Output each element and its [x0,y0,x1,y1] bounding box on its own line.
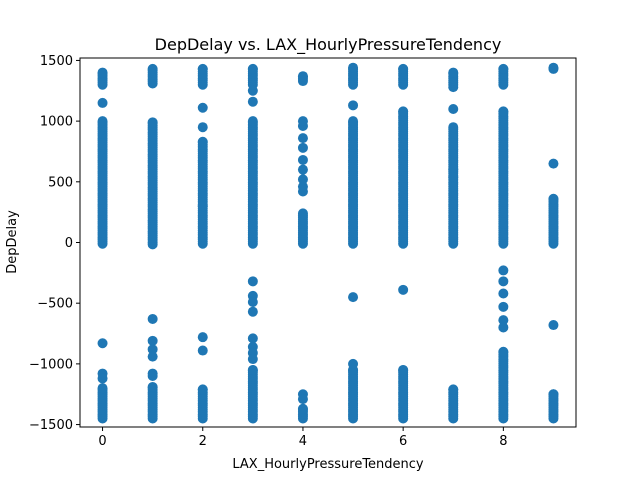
y-tick-label: 1000 [40,115,73,130]
data-point [398,284,409,295]
data-point [548,320,559,331]
y-tick-label: 1500 [40,54,73,69]
data-point [348,62,359,73]
data-point [548,389,559,400]
data-point [348,116,359,127]
x-tick-label: 4 [299,434,307,449]
data-point [197,345,208,356]
data-points [97,62,559,424]
data-point [297,164,308,175]
data-point [247,364,258,375]
data-point [348,358,359,369]
y-tick-label: 500 [48,175,73,190]
data-point [97,383,108,394]
data-point [498,301,509,312]
data-point [197,102,208,113]
data-point [247,63,258,74]
data-point [348,100,359,111]
data-point [247,354,258,365]
data-point [147,117,158,128]
data-point [247,276,258,287]
data-point [548,158,559,169]
data-point [147,335,158,346]
data-point [297,71,308,82]
data-point [197,332,208,343]
x-axis-ticks: 0 2 4 6 8 [98,427,507,449]
data-point [398,364,409,375]
data-point [147,351,158,362]
data-point [297,116,308,127]
data-point [498,106,509,117]
data-point [348,292,359,303]
data-point [197,136,208,147]
data-point [297,208,308,219]
data-point [448,122,459,133]
data-point [498,265,509,276]
data-point [448,164,459,175]
data-point [247,333,258,344]
data-point [297,133,308,144]
x-tick-label: 6 [399,434,407,449]
x-tick-label: 0 [98,434,106,449]
data-point [147,381,158,392]
x-tick-label: 8 [499,434,507,449]
data-point [448,171,459,182]
data-point [548,62,559,73]
data-point [247,85,258,96]
data-point [97,338,108,349]
data-point [247,96,258,107]
data-point [498,322,509,333]
x-tick-label: 2 [199,434,207,449]
data-point [498,346,509,357]
data-point [247,296,258,307]
data-point [247,306,258,317]
data-point [247,116,258,127]
data-point [297,181,308,192]
data-point [498,288,509,299]
y-tick-label: −500 [37,297,73,312]
x-axis-label: LAX_HourlyPressureTendency [232,457,424,472]
data-point [97,67,108,78]
data-point [448,384,459,395]
data-point [498,63,509,74]
data-point [297,142,308,153]
data-point [448,67,459,78]
data-point [97,97,108,108]
data-point [297,174,308,185]
data-point [147,344,158,355]
data-point [297,403,308,414]
data-point [448,103,459,114]
y-axis-ticks: −1500 −1000 −500 0 500 1000 1500 [29,54,80,433]
data-point [97,116,108,127]
data-point [297,394,308,405]
data-point [147,313,158,324]
chart-title: DepDelay vs. LAX_HourlyPressureTendency [155,35,502,55]
data-point [147,63,158,74]
data-point [147,371,158,382]
data-point [197,63,208,74]
data-point [197,384,208,395]
y-tick-label: −1500 [29,418,73,433]
data-point [297,154,308,165]
data-point [197,122,208,133]
y-tick-label: 0 [65,236,73,251]
data-point [197,201,208,212]
data-point [97,373,108,384]
y-axis-label: DepDelay [5,210,20,274]
data-point [398,106,409,117]
data-point [498,315,509,326]
data-point [548,193,559,204]
y-tick-label: −1000 [29,357,73,372]
data-point [498,276,509,287]
data-point [398,63,409,74]
